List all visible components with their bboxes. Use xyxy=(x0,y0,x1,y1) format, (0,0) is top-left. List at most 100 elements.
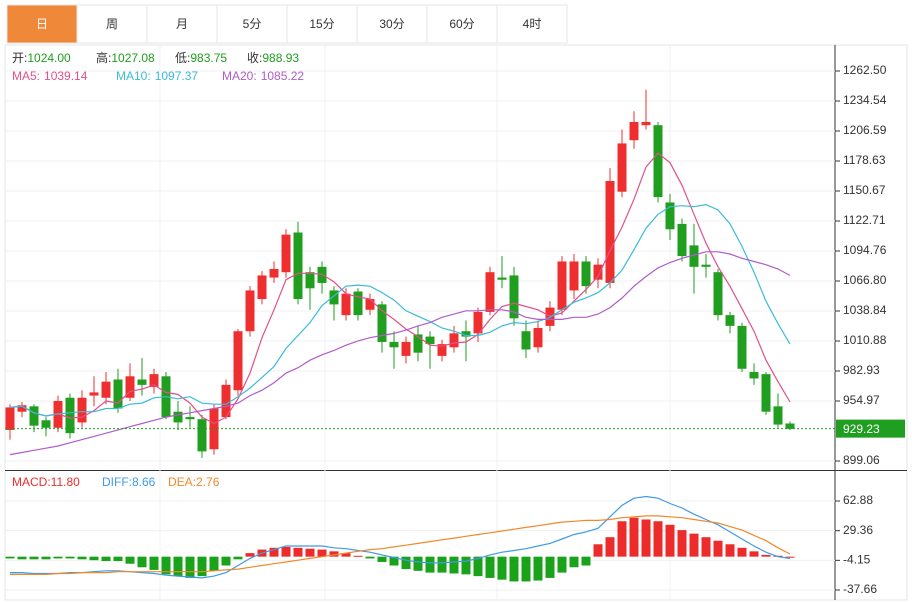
legend-value: 8.66 xyxy=(132,475,156,489)
tab-label[interactable]: 月 xyxy=(176,17,188,31)
tab-bg[interactable] xyxy=(146,4,218,44)
macd-bar xyxy=(545,556,555,578)
macd-bar xyxy=(113,556,123,562)
candle-body xyxy=(497,277,507,280)
macd-bar xyxy=(245,553,255,557)
candle-body xyxy=(629,121,639,141)
legend-value: 1085.22 xyxy=(261,69,305,83)
tab[interactable]: 5分 xyxy=(216,4,288,44)
ohlc-name: 收: xyxy=(247,51,262,65)
tab-label[interactable]: 5分 xyxy=(243,17,262,31)
candle-body xyxy=(89,392,99,396)
candle-body xyxy=(725,315,735,326)
candle-body xyxy=(449,333,459,348)
macd-bar xyxy=(197,556,207,577)
macd-bar xyxy=(605,537,615,557)
legend-name: MA10: xyxy=(116,69,151,83)
candle-body xyxy=(173,411,183,423)
tab-label[interactable]: 60分 xyxy=(449,17,474,31)
candle-body xyxy=(329,290,339,305)
candle-body xyxy=(305,272,315,289)
ohlc-item: 收:988.93 xyxy=(247,51,299,65)
macd-bar xyxy=(401,556,411,570)
macd-bar xyxy=(497,556,507,580)
macd-bar xyxy=(389,556,399,566)
candle-body xyxy=(509,275,519,319)
macd-bar xyxy=(689,533,699,557)
ohlc-value: 983.75 xyxy=(190,51,227,65)
macd-bar xyxy=(17,556,27,560)
legend-value: 2.76 xyxy=(196,475,220,489)
macd-bar xyxy=(353,555,363,557)
y-tick-label: 1122.71 xyxy=(843,213,886,227)
macd-bar xyxy=(473,556,483,577)
tab-bg[interactable] xyxy=(76,4,148,44)
legends: 开:1024.00 高:1027.08 低:983.75 收:988.93 MA5: 10… xyxy=(12,50,304,489)
y-tick-label: 982.93 xyxy=(843,363,880,377)
tab[interactable]: 月 xyxy=(146,4,218,44)
tab-label[interactable]: 4时 xyxy=(523,17,542,31)
tab[interactable]: 4时 xyxy=(496,4,568,44)
macd-bar xyxy=(581,556,591,566)
candle-body xyxy=(773,406,783,425)
tab[interactable]: 60分 xyxy=(426,4,498,44)
macd-bar xyxy=(365,556,375,559)
y-tick-label: 1010.88 xyxy=(843,333,887,347)
candle-body xyxy=(137,379,147,385)
macd-bar xyxy=(293,547,303,557)
legend-entry: MA20: 1085.22 xyxy=(222,69,304,83)
macd-bar xyxy=(5,556,15,559)
tab-label[interactable]: 30分 xyxy=(379,17,404,31)
candle-body xyxy=(617,143,627,192)
candle-body xyxy=(293,232,303,300)
candle-body xyxy=(365,299,375,310)
y-tick-label: 29.36 xyxy=(843,523,873,537)
candle-body xyxy=(197,419,207,452)
macd-bar xyxy=(173,556,183,577)
candle-body xyxy=(641,121,651,126)
tab-bg[interactable] xyxy=(426,4,498,44)
macd-bar xyxy=(725,544,735,557)
tab-bg[interactable] xyxy=(6,4,78,44)
tab-bg[interactable] xyxy=(286,4,358,44)
candle-body xyxy=(701,264,711,267)
tab-label[interactable]: 周 xyxy=(106,17,118,31)
macd-bar xyxy=(269,547,279,557)
tab[interactable]: 15分 xyxy=(286,4,358,44)
macd-bar xyxy=(521,556,531,582)
candle-body xyxy=(257,275,267,300)
macd-bar xyxy=(437,556,447,573)
macd-bar xyxy=(761,554,771,557)
candle-body xyxy=(461,331,471,337)
tab-label[interactable]: 日 xyxy=(36,17,48,31)
candle-body xyxy=(245,290,255,332)
candle-body xyxy=(425,336,435,345)
legend-entry: MA5: 1039.14 xyxy=(12,69,88,83)
y-tick-label: 899.06 xyxy=(843,453,880,467)
ohlc-name: 低: xyxy=(175,51,190,65)
candle-body xyxy=(125,376,135,398)
macd-line xyxy=(10,515,791,575)
tab[interactable]: 30分 xyxy=(356,4,428,44)
macd-bar xyxy=(557,556,567,573)
candle-body xyxy=(569,261,579,291)
y-tick-label: 62.88 xyxy=(843,493,873,507)
legend-entry: DEA:2.76 xyxy=(168,475,220,489)
tab[interactable]: 周 xyxy=(76,4,148,44)
candle-body xyxy=(341,293,351,316)
tab-bg[interactable] xyxy=(496,4,568,44)
tab-label[interactable]: 15分 xyxy=(309,17,334,31)
tab-bar: 日 周 月 5分 15分 30分 60分 4时 xyxy=(6,4,568,44)
ohlc-value: 988.93 xyxy=(262,51,299,65)
tab-bg[interactable] xyxy=(356,4,428,44)
macd-bar xyxy=(641,519,651,557)
ohlc-value: 1027.08 xyxy=(111,51,155,65)
macd-bar xyxy=(533,556,543,581)
macd-bar xyxy=(185,556,195,578)
candle-body xyxy=(185,417,195,420)
legend-entry: DIFF:8.66 xyxy=(102,475,156,489)
tab[interactable]: 日 xyxy=(6,4,78,44)
candle-body xyxy=(533,328,543,348)
macd-line xyxy=(10,495,791,579)
